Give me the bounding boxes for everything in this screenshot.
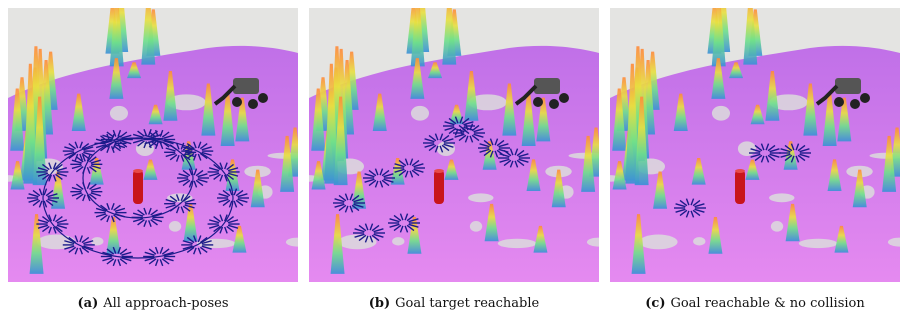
- terrain-patch: [392, 237, 404, 245]
- terrain-patch: [799, 239, 838, 248]
- terrain-patch: [769, 193, 794, 202]
- caption: (a) All approach-poses: [3, 296, 303, 311]
- panel-image: [8, 8, 298, 282]
- terrain-patch: [712, 106, 730, 121]
- robot-wheel: [834, 97, 844, 107]
- robot-wheel: [248, 99, 258, 109]
- caption-label: (c): [645, 296, 665, 311]
- terrain-patch: [411, 106, 429, 121]
- caption-text: All approach-poses: [103, 296, 228, 311]
- terrain-patch: [169, 221, 181, 232]
- robot-wheel: [533, 97, 543, 107]
- caption: (b) Goal target reachable: [304, 296, 604, 311]
- terrain-patch: [738, 141, 756, 156]
- target-cylinder-top: [735, 169, 745, 173]
- terrain-patch: [498, 239, 537, 248]
- terrain-patch: [771, 221, 783, 232]
- caption-text: Goal reachable & no collision: [670, 296, 864, 311]
- robot-wheel: [860, 93, 870, 103]
- target-cylinder: [133, 170, 143, 204]
- terrain-patch: [639, 235, 678, 250]
- caption-label: (a): [78, 296, 99, 311]
- robot-body: [233, 78, 259, 94]
- panel-image: [309, 8, 599, 282]
- caption-text: Goal target reachable: [395, 296, 539, 311]
- robot-wheel: [850, 99, 860, 109]
- robot-wheel: [549, 99, 559, 109]
- terrain-patch: [470, 221, 482, 232]
- target-cylinder-top: [133, 169, 143, 173]
- target-cylinder: [434, 170, 444, 204]
- robot-wheel: [559, 93, 569, 103]
- robot-body: [534, 78, 560, 94]
- figure: (a) All approach-poses (b) Goal target rea…: [0, 0, 908, 323]
- caption: (c) Goal reachable & no collision: [605, 296, 905, 311]
- terrain-patch: [693, 237, 705, 245]
- panel-image: [610, 8, 900, 282]
- terrain-patch: [110, 106, 128, 121]
- target-cylinder-top: [434, 169, 444, 173]
- caption-label: (b): [369, 296, 390, 311]
- terrain-patch: [468, 193, 493, 202]
- robot-wheel: [258, 93, 268, 103]
- target-cylinder: [735, 170, 745, 204]
- robot-body: [835, 78, 861, 94]
- robot-wheel: [232, 97, 242, 107]
